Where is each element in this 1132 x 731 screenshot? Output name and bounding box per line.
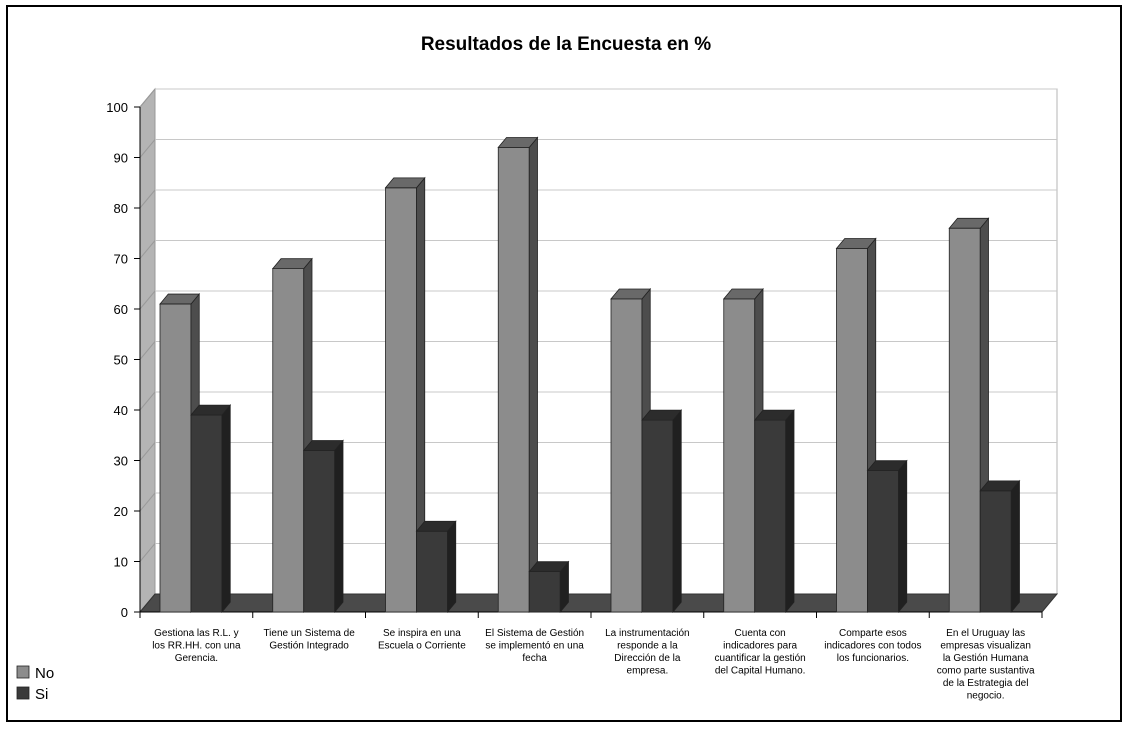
bar-side <box>334 439 344 614</box>
bar-front <box>303 449 336 613</box>
bar-si-1 <box>190 404 232 614</box>
side-gridline <box>139 240 156 259</box>
y-tick-label: 40 <box>114 403 128 418</box>
bar-front <box>610 298 643 613</box>
bar-top <box>641 409 683 421</box>
bar-top <box>753 409 795 421</box>
bar-si-8 <box>979 479 1021 614</box>
bar-si-7 <box>866 459 908 614</box>
x-category-label: Cuenta con indicadores para cuantificar la… <box>715 628 806 677</box>
side-gridline <box>139 442 156 461</box>
bar-top <box>979 480 1021 492</box>
side-gridline <box>139 139 156 158</box>
y-tick-label: 60 <box>114 302 128 317</box>
x-category-label: En el Uruguay las empresas visualizan la G… <box>937 628 1035 702</box>
bar-side <box>1010 479 1020 614</box>
legend-label-si: Si <box>35 686 48 703</box>
side-gridline <box>139 88 156 108</box>
bar-si-3 <box>415 520 457 614</box>
bar-front <box>836 247 868 613</box>
bar-front <box>754 419 787 613</box>
y-tick-label: 20 <box>114 504 128 519</box>
x-category-label: Gestiona las R.L. y los RR.HH. con una Ger… <box>152 628 241 664</box>
legend-label-no: No <box>35 665 54 682</box>
bar-top <box>948 217 990 229</box>
x-category-label: La instrumentación responde a la Dirección… <box>605 628 690 677</box>
bar-top <box>528 561 570 572</box>
bar-side <box>528 136 538 614</box>
bar-side <box>672 409 682 614</box>
x-category-label: Comparte esos indicadores con todos los fu… <box>824 628 921 664</box>
side-gridline <box>139 290 156 310</box>
legend-swatch-si <box>16 686 30 700</box>
bar-top <box>866 460 908 472</box>
side-gridline <box>139 189 156 209</box>
bar-top <box>159 293 201 305</box>
bar-top <box>190 404 232 416</box>
bar-side <box>221 404 231 614</box>
bar-front <box>497 146 530 613</box>
bar-front <box>190 414 223 613</box>
bar-top <box>610 288 652 300</box>
bar-front <box>385 187 417 613</box>
bar-si-4 <box>528 560 570 614</box>
bar-front <box>641 419 674 613</box>
bar-si-5 <box>641 409 683 614</box>
bar-front <box>528 571 561 613</box>
y-tick-label: 80 <box>114 201 128 216</box>
x-category-label: Se inspira en una Escuela o Corriente <box>378 628 466 652</box>
chart-title: Resultados de la Encuesta en % <box>421 34 711 55</box>
legend-swatch-no <box>16 665 30 679</box>
bar-front <box>723 298 756 613</box>
bar-top <box>415 520 457 532</box>
bar-front <box>159 303 192 613</box>
x-category-label: Tiene un Sistema de Gestión Integrado <box>263 628 355 652</box>
side-gridline <box>139 391 156 411</box>
y-tick-label: 100 <box>106 100 128 115</box>
side-gridline <box>139 341 156 360</box>
bar-top <box>384 177 426 189</box>
bar-top <box>271 258 313 270</box>
side-gridline <box>139 543 156 562</box>
bar-front <box>867 470 899 613</box>
bar-no-3 <box>384 176 426 614</box>
bar-side <box>898 459 908 614</box>
y-tick-label: 90 <box>114 151 128 166</box>
bar-top <box>497 137 539 148</box>
side-gridline <box>139 492 156 512</box>
bar-top <box>722 288 764 300</box>
bar-no-8 <box>948 217 990 614</box>
bar-top <box>302 440 344 451</box>
bar-si-6 <box>753 409 795 614</box>
y-tick-label: 70 <box>114 252 128 267</box>
bar-side <box>785 409 795 614</box>
bar-front <box>948 227 981 613</box>
bar-front <box>272 268 305 613</box>
x-category-label: El Sistema de Gestión se implementó en un… <box>485 628 584 664</box>
bar-front <box>979 490 1012 613</box>
bar-si-2 <box>302 439 344 614</box>
y-tick-label: 30 <box>114 454 128 469</box>
bar-front <box>416 530 448 613</box>
y-tick-label: 0 <box>121 605 128 620</box>
y-tick-label: 10 <box>114 555 128 570</box>
bar-no-4 <box>497 136 539 614</box>
bar-side <box>447 520 457 614</box>
y-tick-label: 50 <box>114 353 128 368</box>
bar-top <box>835 238 877 249</box>
